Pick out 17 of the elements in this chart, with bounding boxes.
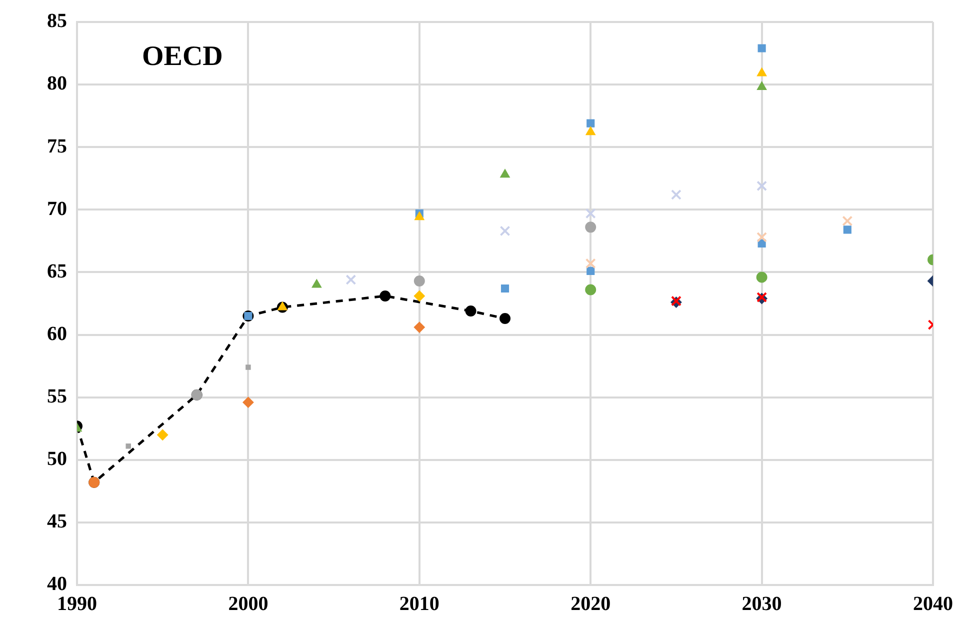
y-tick-label: 85 <box>47 10 67 32</box>
x-tick-label: 2000 <box>228 593 268 616</box>
x-tick-label: 2010 <box>399 593 440 616</box>
x-tick-label: 2040 <box>913 593 953 616</box>
x-tick-label: 1990 <box>57 593 97 616</box>
x-tick-label: 2030 <box>742 593 782 616</box>
y-tick-label: 45 <box>47 510 67 533</box>
y-tick-label: 50 <box>47 448 67 470</box>
y-tick-label: 70 <box>47 198 67 220</box>
y-tick-label: 60 <box>47 322 67 345</box>
y-tick-label: 40 <box>47 573 67 596</box>
text: OECD <box>142 41 223 72</box>
y-tick-label: 55 <box>47 386 67 408</box>
y-tick-label: 65 <box>47 260 67 282</box>
y-tick-label: 80 <box>47 72 67 95</box>
x-tick-label: 2020 <box>570 593 611 616</box>
y-tick-label: 75 <box>47 135 67 158</box>
